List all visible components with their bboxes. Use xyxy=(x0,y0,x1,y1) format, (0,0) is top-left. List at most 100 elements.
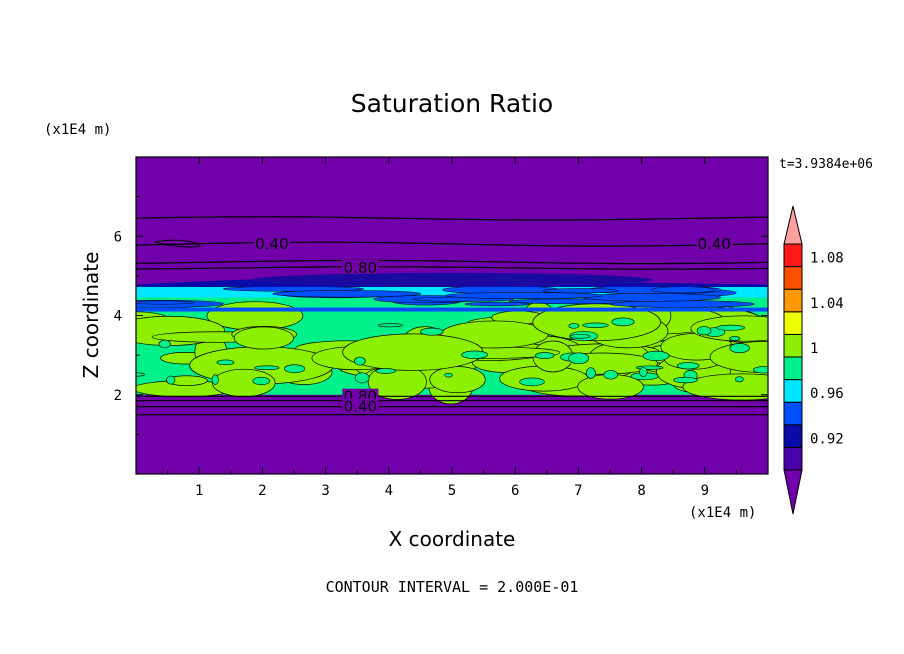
y-tick-label: 6 xyxy=(114,229,122,245)
colorbar-swatch xyxy=(783,243,803,268)
colorbar-top-arrow xyxy=(783,205,803,245)
x-tick-label: 9 xyxy=(701,483,709,499)
dry-pocket xyxy=(354,372,370,384)
colorbar-swatch xyxy=(783,379,803,403)
dry-pocket xyxy=(569,334,591,339)
colorbar-label: 1.08 xyxy=(810,251,844,267)
dry-pocket xyxy=(377,323,403,328)
x-tick-label: 4 xyxy=(385,483,393,499)
dry-pocket xyxy=(716,324,745,331)
cloud-blob xyxy=(682,373,768,401)
dry-pocket xyxy=(729,336,741,341)
colorbar-swatch xyxy=(783,266,803,290)
contour-label: 0.40 xyxy=(698,235,731,253)
x-tick-label: 3 xyxy=(321,483,329,499)
dry-pocket xyxy=(284,364,306,374)
colorbar-swatch xyxy=(783,288,803,313)
colorbar-label: 0.92 xyxy=(810,431,844,447)
dry-pocket xyxy=(611,317,635,327)
dry-pocket xyxy=(444,372,453,378)
colorbar-swatch xyxy=(783,311,803,335)
contour-interval-label: CONTOUR INTERVAL = 2.000E-01 xyxy=(326,578,579,596)
blue-streak xyxy=(445,292,603,299)
colorbar-swatch xyxy=(783,333,803,358)
y-axis-label: Z coordinate xyxy=(79,252,103,379)
dry-pocket xyxy=(375,368,396,374)
dry-pocket xyxy=(354,356,366,366)
x-tick-label: 1 xyxy=(195,483,203,499)
y-tick-label: 2 xyxy=(114,388,122,404)
cloud-blob xyxy=(342,333,484,371)
blue-streak xyxy=(650,286,716,294)
dry-pocket xyxy=(603,370,618,380)
contour-lines xyxy=(136,216,768,416)
contour-line xyxy=(136,216,768,221)
dry-pocket xyxy=(568,352,590,364)
contour-loop xyxy=(154,239,201,248)
cloud-blob xyxy=(233,326,294,350)
dry-pocket xyxy=(729,343,750,354)
dry-pocket xyxy=(676,362,700,370)
dry-pocket xyxy=(420,327,444,336)
x-unit-label: (x1E4 m) xyxy=(689,505,756,521)
colorbar: 0.92 0.96 1 1.04 1.08 xyxy=(783,205,844,515)
chart-title: Saturation Ratio xyxy=(351,89,553,118)
contour-label-bg xyxy=(342,259,379,274)
x-axis-ticks: 1 2 3 4 5 6 7 8 9 xyxy=(167,157,737,499)
dry-pocket xyxy=(136,372,145,377)
contour-label-bg xyxy=(342,398,379,413)
x-axis-label: X coordinate xyxy=(389,527,516,551)
contour-line xyxy=(136,241,768,247)
colorbar-label: 1 xyxy=(810,341,818,357)
colorbar-swatch xyxy=(783,446,803,471)
dry-pocket xyxy=(568,323,580,329)
dry-pocket xyxy=(519,377,545,387)
blue-streak xyxy=(609,300,755,308)
dry-pocket xyxy=(254,365,280,371)
dry-pocket xyxy=(216,359,235,366)
dry-pocket xyxy=(585,367,596,379)
y-tick-label: 4 xyxy=(114,309,122,325)
dry-pocket xyxy=(673,376,698,384)
blue-streak xyxy=(136,300,195,305)
colorbar-swatch xyxy=(783,356,803,381)
contour-label: 0.40 xyxy=(344,398,377,416)
colorbar-label: 1.04 xyxy=(810,296,844,312)
dry-pocket xyxy=(639,367,648,377)
navy-core xyxy=(252,272,652,287)
x-tick-label: 5 xyxy=(448,483,456,499)
cloud-blob xyxy=(429,366,486,394)
dry-pocket xyxy=(642,350,670,361)
dry-pocket xyxy=(211,374,219,385)
dry-pocket xyxy=(535,352,555,359)
blue-streak xyxy=(464,301,530,307)
blue-streak xyxy=(582,293,722,302)
contour-labels: 0.400.800.400.800.40 xyxy=(253,235,733,416)
contour-label: 0.80 xyxy=(344,259,377,277)
dry-pocket xyxy=(696,326,712,336)
time-label: t=3.9384e+06 xyxy=(779,157,873,172)
x-tick-label: 6 xyxy=(511,483,519,499)
y-unit-label: (x1E4 m) xyxy=(44,122,111,138)
dry-pocket xyxy=(166,375,176,385)
x-tick-label: 7 xyxy=(574,483,582,499)
dry-pocket xyxy=(158,339,171,349)
blue-band xyxy=(136,307,768,312)
colorbar-swatch xyxy=(783,401,803,426)
dry-pocket xyxy=(461,350,489,359)
colorbar-bottom-arrow xyxy=(783,469,803,515)
colorbar-label: 0.96 xyxy=(810,386,844,402)
colorbar-swatch xyxy=(783,424,803,448)
contour-label: 0.40 xyxy=(255,235,288,253)
contour-line xyxy=(136,266,768,270)
dry-pocket xyxy=(582,322,609,328)
saturation-field xyxy=(136,157,768,474)
cloud-blob xyxy=(165,375,208,386)
contour-label-bg xyxy=(253,236,290,251)
x-tick-label: 8 xyxy=(637,483,645,499)
y-axis-ticks: 2 4 6 xyxy=(114,196,768,435)
x-tick-label: 2 xyxy=(258,483,266,499)
dry-pocket xyxy=(753,366,768,374)
contour-line xyxy=(136,259,768,265)
